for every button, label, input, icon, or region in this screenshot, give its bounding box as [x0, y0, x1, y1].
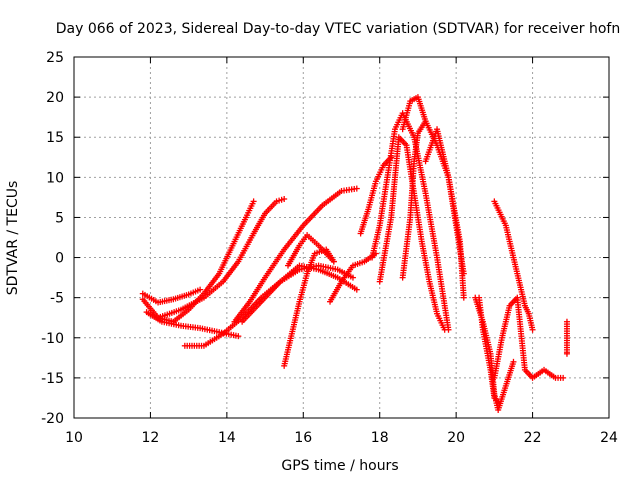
grid — [74, 57, 609, 418]
x-tick-label: 10 — [65, 430, 83, 446]
data-point — [250, 198, 257, 205]
plot-frame — [73, 56, 610, 419]
y-axis-label: SDTVAR / TECUs — [5, 181, 21, 296]
y-tick-label: 5 — [55, 210, 64, 226]
x-tick-label: 22 — [524, 430, 542, 446]
x-tick-label: 12 — [142, 430, 160, 446]
x-tick-label: 18 — [371, 430, 389, 446]
data-point — [460, 294, 467, 301]
x-axis-label: GPS time / hours — [281, 458, 398, 474]
data-point — [495, 398, 502, 405]
y-tick-label: -20 — [41, 411, 64, 427]
data-point — [349, 274, 356, 281]
x-tick-label: 14 — [218, 430, 236, 446]
data-point — [281, 195, 288, 202]
x-tick-label: 24 — [600, 430, 618, 446]
y-tick-label: 25 — [46, 50, 64, 66]
y-tick-label: -5 — [50, 291, 64, 307]
chart-title: Day 066 of 2023, Sidereal Day-to-day VTE… — [56, 21, 620, 37]
y-tick-label: 20 — [46, 90, 64, 106]
x-tick-label: 16 — [294, 430, 312, 446]
tick-labels: 10 12 14 16 18 20 22 24 -20 -15 -10 -5 0 5 10 15 20 25 — [41, 50, 618, 446]
data-point — [441, 326, 448, 333]
data-point — [529, 326, 536, 333]
data-points — [139, 94, 570, 413]
data-point — [353, 286, 360, 293]
data-point — [353, 185, 360, 192]
data-point — [197, 286, 204, 293]
x-tick-label: 20 — [447, 430, 465, 446]
data-point — [560, 374, 567, 381]
data-point — [510, 358, 517, 365]
y-tick-label: 10 — [46, 170, 64, 186]
y-tick-label: 0 — [55, 251, 64, 267]
data-point — [563, 350, 570, 357]
y-tick-label: -15 — [41, 371, 64, 387]
data-point — [330, 258, 337, 265]
axis-ticks — [73, 56, 610, 419]
y-tick-label: -10 — [41, 331, 64, 347]
y-tick-label: 15 — [46, 130, 64, 146]
data-point — [235, 333, 242, 340]
